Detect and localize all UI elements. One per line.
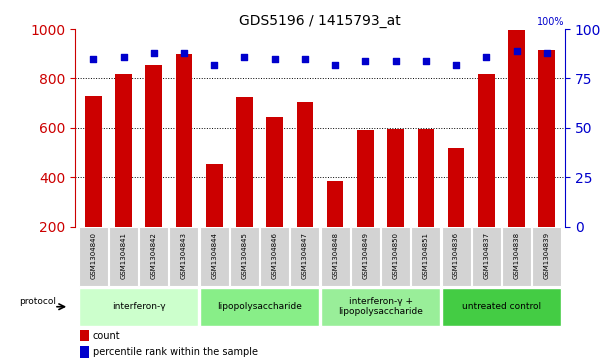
Bar [357, 130, 374, 276]
Bar [200, 228, 229, 286]
Bar [290, 228, 319, 286]
Text: GSM1304850: GSM1304850 [392, 232, 398, 279]
Bar [169, 228, 198, 286]
Bar [79, 287, 198, 326]
Bar [381, 228, 410, 286]
Bar [175, 54, 192, 276]
Text: GSM1304836: GSM1304836 [453, 232, 459, 279]
Text: GSM1304843: GSM1304843 [181, 232, 187, 279]
Text: 100%: 100% [537, 17, 565, 27]
Text: GSM1304847: GSM1304847 [302, 232, 308, 279]
Bar [478, 74, 495, 276]
Bar [230, 228, 259, 286]
Bar [297, 102, 313, 276]
Bar [321, 228, 350, 286]
Point [88, 56, 98, 62]
Text: GSM1304846: GSM1304846 [272, 232, 278, 279]
Bar [85, 96, 102, 276]
Text: interferon-γ +
lipopolysaccharide: interferon-γ + lipopolysaccharide [338, 297, 423, 317]
Point [209, 62, 219, 68]
Bar [145, 65, 162, 276]
Bar [236, 97, 253, 276]
Point [512, 48, 522, 54]
Text: GSM1304840: GSM1304840 [90, 232, 96, 279]
Bar [448, 148, 465, 276]
Text: GSM1304845: GSM1304845 [242, 232, 248, 279]
Text: GSM1304844: GSM1304844 [211, 232, 217, 279]
Bar [80, 346, 89, 358]
Bar [200, 287, 319, 326]
Text: lipopolysaccharide: lipopolysaccharide [217, 302, 302, 311]
Text: GSM1304839: GSM1304839 [544, 232, 550, 279]
Bar [442, 228, 471, 286]
Bar [442, 287, 561, 326]
Bar [418, 129, 434, 276]
Bar [508, 29, 525, 276]
Bar [206, 164, 222, 276]
Bar [502, 228, 531, 286]
Point [118, 54, 128, 60]
Bar [321, 287, 440, 326]
Text: count: count [93, 331, 120, 340]
Bar [327, 181, 343, 276]
Bar [79, 228, 108, 286]
Text: GSM1304842: GSM1304842 [151, 232, 157, 279]
Bar [411, 228, 441, 286]
Point [361, 58, 370, 64]
Bar [387, 129, 404, 276]
Text: protocol: protocol [19, 297, 56, 306]
Bar [80, 330, 89, 341]
Text: percentile rank within the sample: percentile rank within the sample [93, 347, 258, 357]
Point [179, 50, 189, 56]
Text: GSM1304848: GSM1304848 [332, 232, 338, 279]
Text: untreated control: untreated control [462, 302, 541, 311]
Point [149, 50, 159, 56]
Bar [139, 228, 168, 286]
Point [240, 54, 249, 60]
Bar [115, 74, 132, 276]
Point [391, 58, 400, 64]
Point [331, 62, 340, 68]
Bar [260, 228, 289, 286]
Point [481, 54, 491, 60]
Bar [109, 228, 138, 286]
Point [451, 62, 461, 68]
Bar [532, 228, 561, 286]
Point [542, 50, 552, 56]
Bar [472, 228, 501, 286]
Title: GDS5196 / 1415793_at: GDS5196 / 1415793_at [239, 14, 401, 28]
Point [270, 56, 279, 62]
Text: GSM1304838: GSM1304838 [514, 232, 519, 279]
Text: GSM1304851: GSM1304851 [423, 232, 429, 279]
Point [300, 56, 310, 62]
Text: GSM1304849: GSM1304849 [362, 232, 368, 279]
Bar [351, 228, 380, 286]
Bar [266, 117, 283, 276]
Text: GSM1304841: GSM1304841 [121, 232, 126, 279]
Bar [538, 50, 555, 276]
Text: interferon-γ: interferon-γ [112, 302, 165, 311]
Text: GSM1304837: GSM1304837 [483, 232, 489, 279]
Point [421, 58, 431, 64]
